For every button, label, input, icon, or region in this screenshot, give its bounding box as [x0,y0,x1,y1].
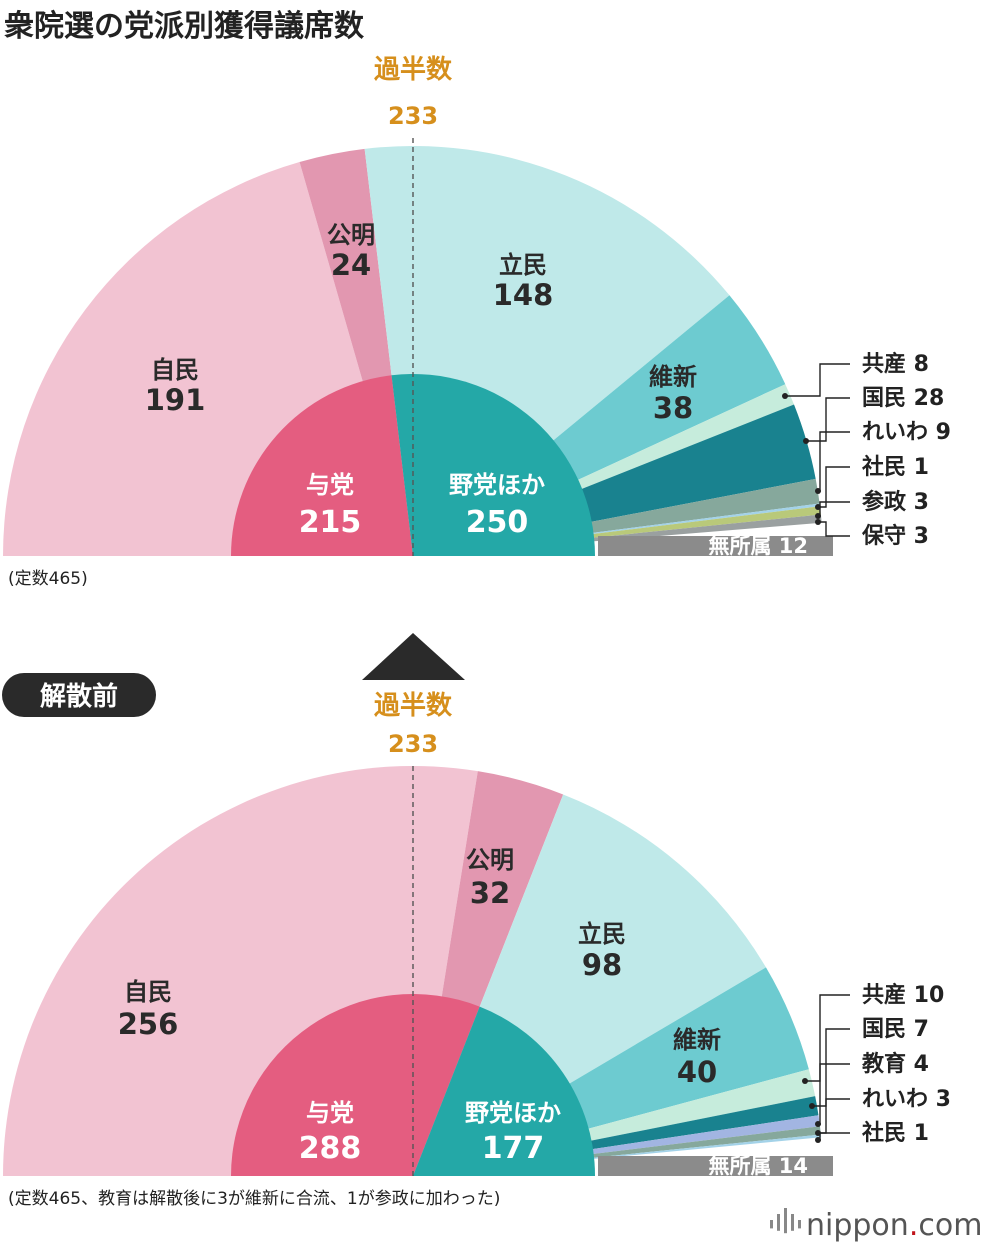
logo-bar [784,1208,787,1234]
side-label: 共産 10 [862,982,944,1008]
leader-dot [782,393,788,399]
bloc-name-ruling: 与党 [306,1099,354,1127]
segment-value-komeito: 32 [470,876,510,910]
leader-dot [802,1078,808,1084]
logo-text: nippon.com [806,1208,982,1243]
before-dissolution-badge: 解散前 [2,673,156,717]
leader-line [818,521,850,537]
side-label: 国民 28 [862,386,944,411]
leader-dot [815,513,821,519]
leader-dot [803,438,809,444]
side-label: 保守 3 [861,523,929,549]
segment-name-ishin: 維新 [649,363,697,391]
leader-dot [815,1137,821,1143]
leader-dot [815,519,821,525]
leader-dot [809,1103,815,1109]
side-label: 教育 4 [862,1051,929,1077]
leader-line [812,1028,850,1107]
independent-bar [598,536,833,556]
bloc-value-opposition: 250 [466,505,529,540]
bloc-value-opposition: 177 [482,1131,545,1166]
segment-value-komeito: 24 [331,248,371,282]
inner-bloc-segments [231,993,595,1177]
leader-line [818,501,850,517]
leader-line [785,363,850,397]
leader-line [818,1098,850,1134]
bloc-value-ruling: 288 [299,1131,362,1166]
segment-name-ldp: 自民 [151,356,199,384]
side-label: れいわ 9 [862,420,951,445]
bloc-name-ruling: 与党 [306,471,354,499]
total-note: (定数465) [8,569,88,589]
nippon-logo: nippon.com [770,1208,982,1243]
logo-bar [777,1214,780,1231]
segment-value-ishin: 40 [677,1055,717,1089]
segment-value-cdp: 148 [493,278,554,312]
segment-name-komeito: 公明 [466,846,514,874]
logo-bar [791,1214,794,1231]
side-label: 参政 3 [862,489,929,515]
majority-label: 過半数 [374,691,453,721]
leader-line [818,1063,850,1125]
bloc-segment-ruling [231,993,480,1177]
leader-dot [815,488,821,494]
badge-label: 解散前 [40,681,118,712]
majority-value: 233 [388,730,438,758]
side-label: 社民 1 [862,454,929,480]
segment-name-ishin: 維新 [673,1026,721,1054]
bloc-value-ruling: 215 [299,505,362,540]
leader-line [806,397,850,442]
side-legend: 共産 10 国民 7 教育 4 れいわ 3 社民 1 [802,982,951,1146]
segment-name-cdp: 立民 [578,920,626,948]
independent-bar-label: 無所属 14 [708,1154,808,1178]
leader-dot [815,1121,821,1127]
bloc-segment-ruling [231,375,413,556]
bloc-labels: 与党 288 野党ほか 177 [299,1099,561,1166]
bloc-labels: 与党 215 野党ほか 250 [299,471,545,540]
independent-bar-label: 無所属 12 [708,534,808,558]
leader-line [818,466,850,508]
segment-name-cdp: 立民 [499,251,547,279]
side-legend: 共産 8 国民 28 れいわ 9 社民 1 参政 3 保守 3 [782,351,951,549]
side-label: 国民 7 [862,1017,929,1042]
majority-value: 233 [388,102,438,130]
segment-value-ishin: 38 [653,391,693,425]
bloc-segment-opposition [391,374,595,556]
segment-name-ldp: 自民 [124,978,172,1006]
bloc-name-opposition: 野党ほか [449,471,545,499]
up-arrow-icon [362,633,465,680]
chart-title: 衆院選の党派別獲得議席数 [4,9,365,44]
bloc-name-opposition: 野党ほか [465,1099,561,1127]
majority-label: 過半数 [374,55,453,85]
logo-bar [798,1220,801,1229]
segment-value-ldp: 191 [145,383,206,417]
side-label: れいわ 3 [862,1087,951,1112]
bloc-segment-opposition [413,1006,595,1176]
side-label: 共産 8 [862,351,929,377]
segment-value-ldp: 256 [118,1007,179,1041]
badge-background [2,673,156,717]
total-note: (定数465、教育は解散後に3が維新に合流、1が参政に加わった) [8,1189,500,1209]
inner-bloc-segments [231,374,595,556]
leader-line [818,1132,850,1141]
side-label: 社民 1 [862,1120,929,1146]
segment-name-komeito: 公明 [327,221,375,249]
segment-value-cdp: 98 [582,948,622,982]
leader-line [805,994,850,1082]
logo-bar [770,1220,773,1229]
logo-bars-icon [770,1208,801,1234]
independent-bar [598,1156,833,1176]
